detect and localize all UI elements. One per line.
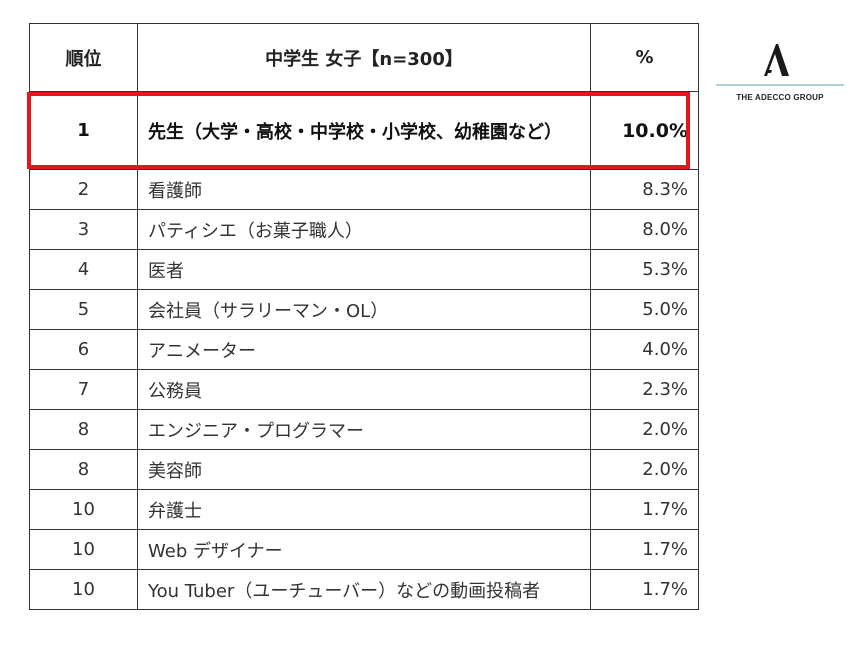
- percent-cell: 10.0%: [590, 91, 699, 170]
- job-cell: 美容師: [137, 449, 591, 490]
- header-rank: 順位: [29, 23, 138, 92]
- rank-cell: 1: [29, 91, 138, 170]
- rank-cell: 4: [29, 249, 138, 290]
- table-row: 6 アニメーター 4.0%: [29, 329, 699, 370]
- table-row: 8 エンジニア・プログラマー 2.0%: [29, 409, 699, 450]
- job-cell: アニメーター: [137, 329, 591, 370]
- rank-cell: 2: [29, 169, 138, 210]
- percent-cell: 4.0%: [590, 329, 699, 370]
- percent-cell: 8.0%: [590, 209, 699, 250]
- table-row: 4 医者 5.3%: [29, 249, 699, 290]
- percent-cell: 5.0%: [590, 289, 699, 330]
- logo-text: THE ADECCO GROUP: [736, 93, 824, 102]
- job-cell: パティシエ（お菓子職人）: [137, 209, 591, 250]
- table-row: 8 美容師 2.0%: [29, 449, 699, 490]
- job-cell: 弁護士: [137, 489, 591, 530]
- percent-cell: 1.7%: [590, 569, 699, 610]
- rank-cell: 3: [29, 209, 138, 250]
- rank-cell: 6: [29, 329, 138, 370]
- header-percent: %: [590, 23, 699, 92]
- header-job: 中学生 女子【n=300】: [137, 23, 591, 92]
- table-row: 10 You Tuber（ユーチューバー）などの動画投稿者 1.7%: [29, 569, 699, 610]
- percent-cell: 1.7%: [590, 489, 699, 530]
- adecco-a-icon: [716, 44, 844, 86]
- table-row: 10 Web デザイナー 1.7%: [29, 529, 699, 570]
- percent-cell: 5.3%: [590, 249, 699, 290]
- percent-cell: 1.7%: [590, 529, 699, 570]
- rank-cell: 10: [29, 569, 138, 610]
- table-row: 7 公務員 2.3%: [29, 369, 699, 410]
- table-header-row: 順位 中学生 女子【n=300】 %: [29, 23, 699, 92]
- rank-cell: 5: [29, 289, 138, 330]
- table-row: 1 先生（大学・高校・中学校・小学校、幼稚園など） 10.0%: [29, 91, 699, 170]
- table-row: 2 看護師 8.3%: [29, 169, 699, 210]
- rank-cell: 10: [29, 529, 138, 570]
- adecco-group-logo: THE ADECCO GROUP: [716, 40, 844, 104]
- job-cell: You Tuber（ユーチューバー）などの動画投稿者: [137, 569, 591, 610]
- percent-cell: 2.0%: [590, 409, 699, 450]
- percent-cell: 2.3%: [590, 369, 699, 410]
- job-cell: 会社員（サラリーマン・OL）: [137, 289, 591, 330]
- table-row: 5 会社員（サラリーマン・OL） 5.0%: [29, 289, 699, 330]
- job-cell: 医者: [137, 249, 591, 290]
- job-cell: Web デザイナー: [137, 529, 591, 570]
- percent-cell: 8.3%: [590, 169, 699, 210]
- rank-cell: 8: [29, 449, 138, 490]
- percent-cell: 2.0%: [590, 449, 699, 490]
- table-row: 3 パティシエ（お菓子職人） 8.0%: [29, 209, 699, 250]
- table-row: 10 弁護士 1.7%: [29, 489, 699, 530]
- job-cell: 先生（大学・高校・中学校・小学校、幼稚園など）: [137, 91, 591, 170]
- rank-cell: 7: [29, 369, 138, 410]
- rank-cell: 8: [29, 409, 138, 450]
- ranking-table: 順位 中学生 女子【n=300】 % 1 先生（大学・高校・中学校・小学校、幼稚…: [29, 23, 699, 610]
- job-cell: 看護師: [137, 169, 591, 210]
- job-cell: エンジニア・プログラマー: [137, 409, 591, 450]
- rank-cell: 10: [29, 489, 138, 530]
- job-cell: 公務員: [137, 369, 591, 410]
